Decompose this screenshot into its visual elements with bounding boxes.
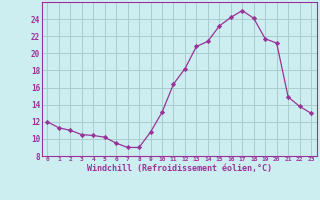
X-axis label: Windchill (Refroidissement éolien,°C): Windchill (Refroidissement éolien,°C) [87,164,272,173]
